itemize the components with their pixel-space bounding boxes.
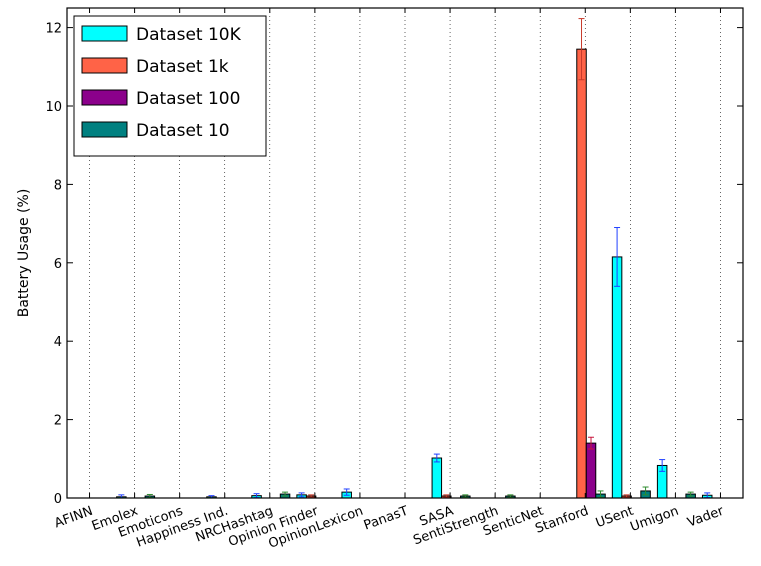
legend-swatch <box>81 25 128 42</box>
y-tick-label: 4 <box>54 335 62 350</box>
legend-swatch <box>81 121 128 138</box>
legend-label: Dataset 100 <box>136 89 240 109</box>
legend-label: Dataset 10 <box>136 121 230 141</box>
y-tick-label: 0 <box>54 492 62 507</box>
bar <box>431 457 443 499</box>
legend-swatch <box>81 89 128 106</box>
x-tick-label: Umigon <box>628 504 680 535</box>
error-bars-group <box>118 18 711 499</box>
x-tick-label: USent <box>594 504 636 531</box>
x-tick-label: AFINN <box>53 504 95 532</box>
y-tick-label: 12 <box>45 22 62 37</box>
y-tick-label: 8 <box>54 178 62 193</box>
y-tick-label: 10 <box>45 100 62 115</box>
legend-swatch <box>81 57 128 74</box>
legend-label: Dataset 10K <box>136 25 242 45</box>
y-tick-label: 2 <box>54 414 62 429</box>
x-tick-label: PanasT <box>362 504 411 534</box>
x-tick-label: Vader <box>686 503 727 530</box>
bar <box>611 256 623 499</box>
bar <box>585 442 597 499</box>
bar <box>576 48 587 499</box>
y-axis-label: Battery Usage (%) <box>16 189 32 318</box>
y-tick-label: 6 <box>54 257 62 272</box>
legend-label: Dataset 1k <box>136 57 229 77</box>
y-axis: 0 2 4 6 8 10 12 <box>45 22 743 507</box>
legend: Dataset 10K Dataset 1k Dataset 100 Dataset … <box>73 15 267 157</box>
